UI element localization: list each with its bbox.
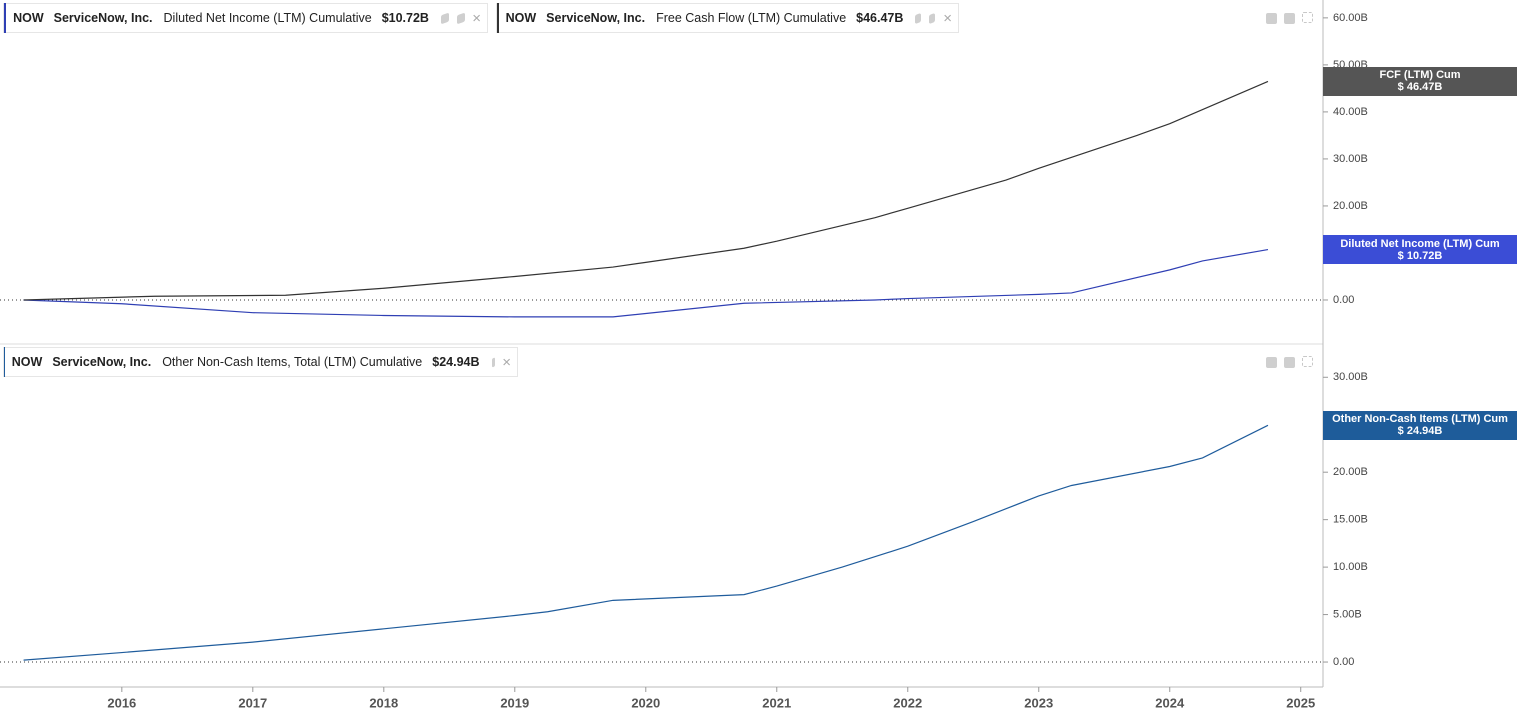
series-name: Diluted Net Income (LTM) Cumulative	[163, 11, 372, 25]
y-tick-label: 0.00	[1333, 294, 1354, 306]
company: ServiceNow, Inc.	[52, 355, 152, 369]
y-tick-label: 60.00B	[1333, 12, 1368, 24]
y-tick-label: 40.00B	[1333, 106, 1368, 118]
series-line	[23, 80, 1269, 301]
legend[interactable]: NOW ServiceNow, Inc. Free Cash Flow (LTM…	[496, 3, 959, 33]
tag-name: Diluted Net Income (LTM) Cum	[1340, 237, 1500, 250]
icon[interactable]	[491, 357, 495, 367]
maximize[interactable]	[1302, 356, 1313, 367]
x-tick-label: 2023	[1024, 695, 1053, 710]
tag-value: $ 10.72B	[1397, 249, 1443, 262]
x-tick-label: 2019	[500, 695, 529, 710]
y-tick-label: 30.00B	[1333, 153, 1368, 165]
move-up[interactable]	[1266, 13, 1277, 24]
ticker: NOW	[13, 11, 44, 25]
series-value: $24.94B	[432, 355, 480, 369]
tag-name: Other Non-Cash Items (LTM) Cum	[1332, 413, 1508, 426]
move-up[interactable]	[1266, 357, 1277, 368]
x-tick-label: 2016	[107, 695, 136, 710]
series-name: Other Non-Cash Items, Total (LTM) Cumula…	[162, 355, 423, 369]
tag-value: $ 46.47B	[1397, 81, 1443, 94]
y-tick-label: 15.00B	[1333, 514, 1368, 526]
ticker: NOW	[11, 355, 43, 369]
legend[interactable]: NOW ServiceNow, Inc. Other Non-Cash Item…	[3, 347, 518, 377]
series-value: $10.72B	[381, 11, 429, 25]
x-tick-label: 2020	[631, 695, 660, 710]
ticker: NOW	[505, 11, 537, 25]
x-tick-label: 2025	[1286, 695, 1315, 710]
series-value: $46.47B	[856, 11, 904, 25]
icon[interactable]	[456, 12, 465, 24]
x-tick-label: 2018	[369, 695, 398, 710]
legend[interactable]: NOW ServiceNow, Inc. Diluted Net Income …	[3, 3, 488, 33]
price-tag: Other Non-Cash Items (LTM) Cum $ 24.94B	[1323, 410, 1517, 440]
legend-swatch	[4, 347, 5, 377]
move-down[interactable]	[1284, 13, 1295, 24]
x-tick-label: 2022	[893, 695, 922, 710]
close-icon[interactable]: ×	[502, 353, 511, 371]
y-tick-label: 10.00B	[1333, 561, 1368, 573]
icon[interactable]	[915, 12, 922, 24]
series-name: Free Cash Flow (LTM) Cumulative	[656, 11, 847, 25]
x-tick-label: 2017	[238, 695, 267, 710]
y-tick-label: 5.00B	[1333, 608, 1362, 620]
icon[interactable]	[440, 12, 449, 24]
series-line	[23, 424, 1269, 661]
series-line	[23, 248, 1269, 318]
legend-swatch	[497, 3, 499, 33]
close-icon[interactable]: ×	[472, 9, 481, 27]
y-tick-label: 20.00B	[1333, 200, 1368, 212]
icon[interactable]	[929, 12, 936, 24]
y-tick-label: 20.00B	[1333, 466, 1368, 478]
company: ServiceNow, Inc.	[53, 11, 153, 25]
tag-name: FCF (LTM) Cum	[1379, 69, 1461, 82]
x-tick-label: 2024	[1155, 695, 1185, 710]
x-tick-label: 2021	[762, 695, 791, 710]
company: ServiceNow, Inc.	[546, 11, 646, 25]
price-tag: Diluted Net Income (LTM) Cum $ 10.72B	[1323, 235, 1517, 265]
y-tick-label: 0.00	[1333, 656, 1354, 668]
tag-value: $ 24.94B	[1397, 425, 1443, 438]
price-tag: FCF (LTM) Cum $ 46.47B	[1323, 66, 1517, 96]
legend-swatch	[4, 3, 7, 33]
maximize[interactable]	[1302, 12, 1313, 23]
close-icon[interactable]: ×	[943, 9, 952, 27]
move-down[interactable]	[1284, 357, 1295, 368]
y-tick-label: 30.00B	[1333, 371, 1368, 383]
